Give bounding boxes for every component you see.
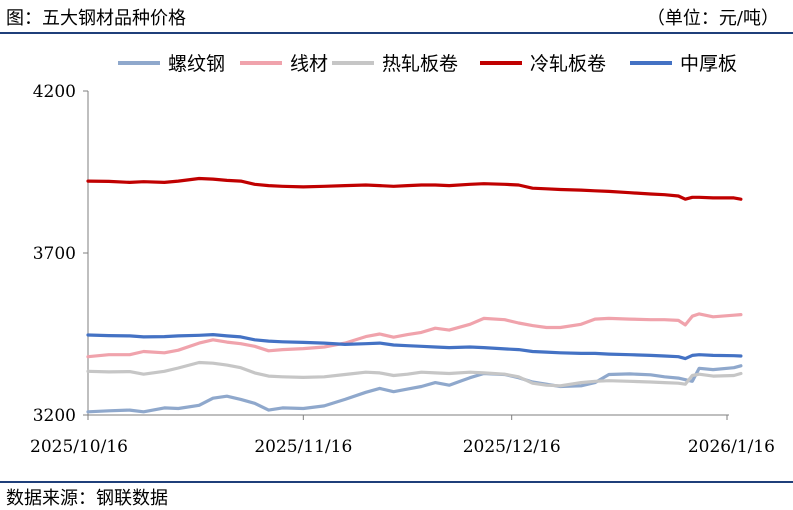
y-tick-label: 3700 bbox=[33, 244, 76, 264]
y-tick-label: 4200 bbox=[33, 82, 76, 102]
series-line-4 bbox=[86, 176, 743, 201]
axes: 3200 3700 4200 2025/10/16 2025/11/16 2025/12/… bbox=[30, 82, 775, 457]
x-tick-label: 2025/11/16 bbox=[254, 437, 352, 457]
series-line-2 bbox=[86, 312, 743, 359]
series-line-1 bbox=[86, 364, 743, 414]
unit-label: （单位：元/吨） bbox=[646, 8, 779, 29]
bottom-rule bbox=[0, 481, 793, 483]
series-line-3 bbox=[86, 360, 743, 388]
y-tick-label: 3200 bbox=[33, 406, 76, 426]
x-tick-label: 2026/1/16 bbox=[688, 437, 775, 457]
legend-label: 中厚板 bbox=[680, 53, 737, 75]
legend-label: 热轧板卷 bbox=[382, 53, 458, 75]
legend-label: 线材 bbox=[290, 53, 328, 75]
legend: 螺纹钢 线材 热轧板卷 冷轧板卷 中厚板 bbox=[118, 53, 737, 75]
series-line-5 bbox=[86, 333, 743, 361]
series-lines bbox=[86, 176, 743, 414]
legend-label: 螺纹钢 bbox=[168, 53, 225, 75]
line-chart: 螺纹钢 线材 热轧板卷 冷轧板卷 中厚板 3200 3700 4200 2025/10/16 2… bbox=[30, 53, 775, 457]
top-rule bbox=[0, 32, 793, 34]
figure-title: 图：五大钢材品种价格 bbox=[6, 8, 186, 29]
legend-label: 冷轧板卷 bbox=[530, 53, 606, 75]
x-tick-label: 2025/12/16 bbox=[463, 437, 561, 457]
data-source: 数据来源：钢联数据 bbox=[6, 488, 168, 509]
x-tick-label: 2025/10/16 bbox=[30, 437, 128, 457]
